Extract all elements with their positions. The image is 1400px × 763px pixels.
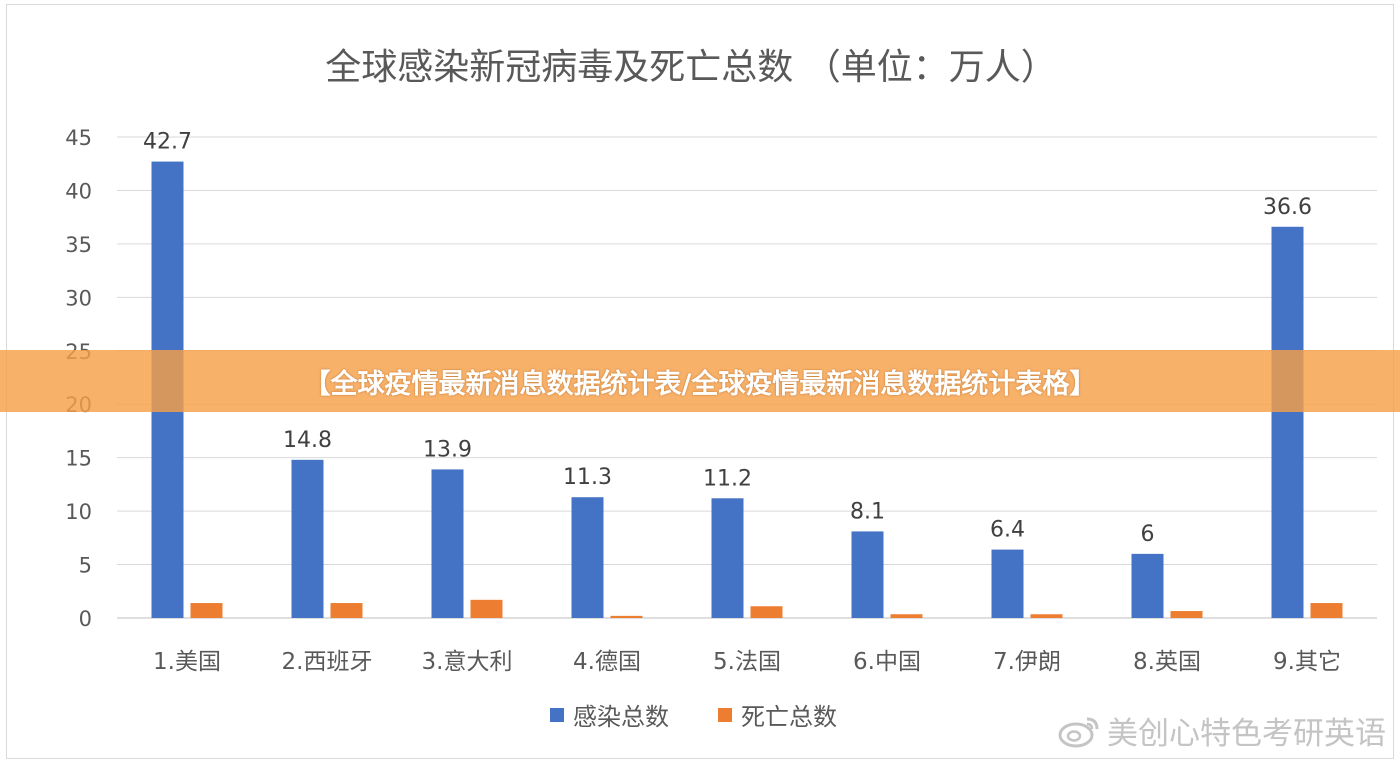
y-tick-label: 10: [65, 500, 92, 524]
bar-deaths: [470, 599, 503, 618]
y-tick-label: 30: [65, 286, 92, 310]
bar-infected: [571, 497, 604, 618]
y-tick-label: 35: [65, 233, 92, 257]
data-labels: 42.7 14.8 13.9 11.3 11.2 8.1 6.4 6 36.6: [143, 130, 1312, 547]
watermark: 美创心特色考研英语: [1057, 708, 1386, 753]
y-tick-label: 45: [65, 126, 92, 150]
legend-swatch-deaths: [718, 708, 732, 722]
y-tick-label: 5: [79, 554, 92, 578]
weibo-icon: [1058, 717, 1099, 747]
bar-deaths: [1310, 603, 1343, 618]
banner-text: 【全球疫情最新消息数据统计表/全球疫情最新消息数据统计表格】: [303, 368, 1097, 400]
bar-deaths: [1030, 614, 1063, 618]
x-category-label: 9.其它: [1273, 649, 1341, 675]
data-label: 6.4: [990, 518, 1025, 543]
bar-infected: [851, 531, 884, 618]
bar-infected: [1131, 553, 1164, 618]
headline-banner: 【全球疫情最新消息数据统计表/全球疫情最新消息数据统计表格】: [0, 350, 1400, 412]
bar-deaths: [890, 614, 923, 618]
x-category-label: 4.德国: [573, 649, 641, 675]
bar-deaths: [750, 606, 783, 618]
data-label: 8.1: [850, 499, 885, 524]
legend-label-infected: 感染总数: [573, 703, 669, 731]
x-category-label: 3.意大利: [422, 649, 513, 675]
bar-deaths: [190, 603, 223, 618]
y-tick-label: 40: [65, 179, 92, 203]
x-category-label: 1.美国: [153, 649, 221, 675]
chart-title: 全球感染新冠病毒及死亡总数 （单位：万人）: [325, 47, 1056, 88]
data-label: 13.9: [423, 437, 472, 462]
data-label: 14.8: [283, 428, 332, 453]
legend: 感染总数 死亡总数: [550, 703, 837, 731]
data-label: 11.2: [703, 466, 752, 491]
bar-deaths: [610, 615, 643, 618]
y-tick-label: 0: [79, 607, 92, 631]
x-category-label: 7.伊朗: [993, 649, 1061, 675]
bar-deaths: [1170, 611, 1203, 618]
bar-infected: [711, 498, 744, 618]
data-label: 36.6: [1263, 195, 1312, 220]
bar-infected: [291, 459, 324, 618]
x-category-label: 6.中国: [853, 649, 921, 675]
bar-deaths: [330, 603, 363, 618]
watermark-text: 美创心特色考研英语: [1107, 716, 1386, 752]
legend-swatch-infected: [550, 708, 564, 722]
data-label: 6: [1141, 522, 1155, 547]
bar-infected: [1271, 226, 1304, 618]
x-category-label: 2.西班牙: [282, 649, 373, 675]
x-category-label: 8.英国: [1133, 649, 1201, 675]
y-tick-label: 15: [65, 447, 92, 471]
x-category-label: 5.法国: [713, 649, 781, 675]
bar-infected: [431, 469, 464, 618]
data-label: 42.7: [143, 130, 192, 155]
data-label: 11.3: [563, 465, 612, 490]
x-axis-categories: 1.美国 2.西班牙 3.意大利 4.德国 5.法国 6.中国 7.伊朗 8.英国 9.其它: [153, 649, 1341, 675]
legend-label-deaths: 死亡总数: [741, 703, 837, 731]
bar-infected: [991, 549, 1024, 618]
